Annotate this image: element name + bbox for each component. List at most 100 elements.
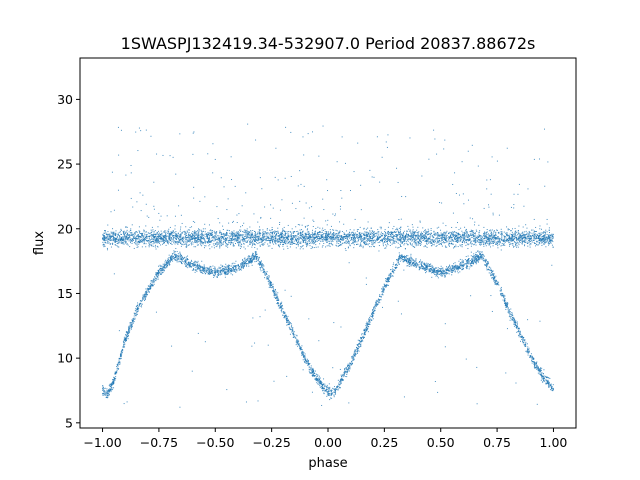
data-point-band-1186 (462, 240, 464, 242)
data-point-band-705 (531, 236, 533, 238)
data-point-band-3677 (186, 237, 188, 239)
data-point-band-280 (475, 238, 477, 240)
data-point-band-4106 (117, 239, 119, 241)
data-point-band-1429 (400, 241, 402, 243)
data-point-band-358 (428, 230, 430, 232)
data-point-band-1406 (284, 232, 286, 234)
data-point-band-3767 (285, 239, 287, 241)
data-point-band-1620 (216, 235, 218, 237)
data-point-band-4370 (452, 234, 454, 236)
data-point-band-950 (113, 234, 115, 236)
data-point-band-2893 (445, 239, 447, 241)
data-point-curve-4697 (124, 343, 126, 345)
data-point-band-4011 (109, 238, 111, 240)
data-point-band-2796 (300, 241, 302, 243)
data-point-band-2997 (474, 240, 476, 242)
data-point-band-579 (510, 243, 512, 245)
data-point-band-2880 (129, 237, 131, 239)
data-point-band-1643 (278, 232, 280, 234)
data-point-band-197 (364, 231, 366, 233)
data-point-band-2624 (148, 242, 150, 244)
data-point-curve-4848 (354, 349, 356, 351)
data-point-band-3983 (164, 236, 166, 238)
data-point-band-525 (529, 240, 531, 242)
data-point-curve-4636 (105, 393, 107, 395)
data-point-band-3341 (280, 235, 282, 237)
data-point-band-2268 (397, 230, 399, 232)
data-point-curve-4720 (352, 358, 354, 360)
data-point-band-1820 (367, 238, 369, 240)
data-point-band-1447 (550, 237, 552, 239)
data-point-band-805 (418, 240, 420, 242)
data-point-band-3387 (117, 246, 119, 248)
data-point-band-4423 (423, 236, 425, 238)
data-point-band-2159 (301, 245, 303, 247)
data-point-band-1950 (436, 233, 438, 235)
data-point-band-2218 (154, 239, 156, 241)
data-point-curve-4659 (448, 273, 450, 275)
data-point-band-1930 (253, 237, 255, 239)
data-point-band-2124 (202, 238, 204, 240)
data-point-band-3719 (190, 238, 192, 240)
data-point-band-2394 (503, 244, 505, 246)
data-point-band-300 (281, 231, 283, 233)
data-point-band-2533 (233, 233, 235, 235)
data-point-band-2671 (309, 235, 311, 237)
data-point-band-2586 (369, 234, 371, 236)
data-point-band-3877 (298, 232, 300, 234)
data-point-band-4101 (400, 239, 402, 241)
data-point-band-3170 (365, 243, 367, 245)
data-point-band-406 (518, 244, 520, 246)
data-point-curve-4516 (255, 260, 257, 262)
data-point-band-294 (348, 233, 350, 235)
data-point-band-2017 (116, 245, 118, 247)
data-point-band-1924 (262, 240, 264, 242)
data-point-band-3353 (277, 230, 279, 232)
data-point-band-4187 (129, 242, 131, 244)
data-point-band-3778 (538, 238, 540, 240)
data-point-band-3922 (400, 233, 402, 235)
data-point-band-1786 (269, 234, 271, 236)
data-point-band-3330 (424, 233, 426, 235)
data-point-curve-4989 (434, 268, 436, 270)
data-point-band-1315 (283, 242, 285, 244)
data-point-band-3438 (296, 241, 298, 243)
data-point-band-535 (205, 245, 207, 247)
data-point-band-2459 (179, 243, 181, 245)
data-point-band-2681 (444, 236, 446, 238)
data-point-band-2821 (301, 234, 303, 236)
data-point-band-2270 (124, 237, 126, 239)
data-point-curve-4883 (105, 396, 107, 398)
data-point-band-545 (200, 237, 202, 239)
data-point-band-2657 (543, 236, 545, 238)
data-point-band-2944 (541, 240, 543, 242)
data-point-band-4172 (427, 231, 429, 233)
data-point-band-952 (116, 238, 118, 240)
data-point-band-736 (521, 233, 523, 235)
data-point-band-4321 (157, 230, 159, 232)
data-point-band-4025 (225, 235, 227, 237)
data-point-band-4270 (469, 238, 471, 240)
data-point-band-3977 (267, 239, 269, 241)
data-point-band-4103 (528, 232, 530, 234)
data-point-band-2827 (332, 240, 334, 242)
data-point-band-3989 (395, 240, 397, 242)
data-point-band-4461 (484, 233, 486, 235)
data-point-band-3925 (413, 241, 415, 243)
data-point-band-4389 (431, 235, 433, 237)
data-point-band-3835 (206, 241, 208, 243)
data-point-band-1293 (542, 235, 544, 237)
data-point-band-2449 (404, 238, 406, 240)
data-point-band-3235 (230, 233, 232, 235)
data-point-band-3639 (254, 234, 256, 236)
data-point-band-3565 (490, 237, 492, 239)
data-point-band-1567 (103, 237, 105, 239)
data-point-band-1280 (410, 238, 412, 240)
data-point-band-3317 (522, 238, 524, 240)
data-point-band-4093 (280, 234, 282, 236)
data-point-band-3086 (161, 232, 163, 234)
data-point-band-2558 (280, 232, 282, 234)
data-point-band-2167 (512, 238, 514, 240)
data-point-band-1139 (484, 232, 486, 234)
data-point-band-932 (265, 232, 267, 234)
